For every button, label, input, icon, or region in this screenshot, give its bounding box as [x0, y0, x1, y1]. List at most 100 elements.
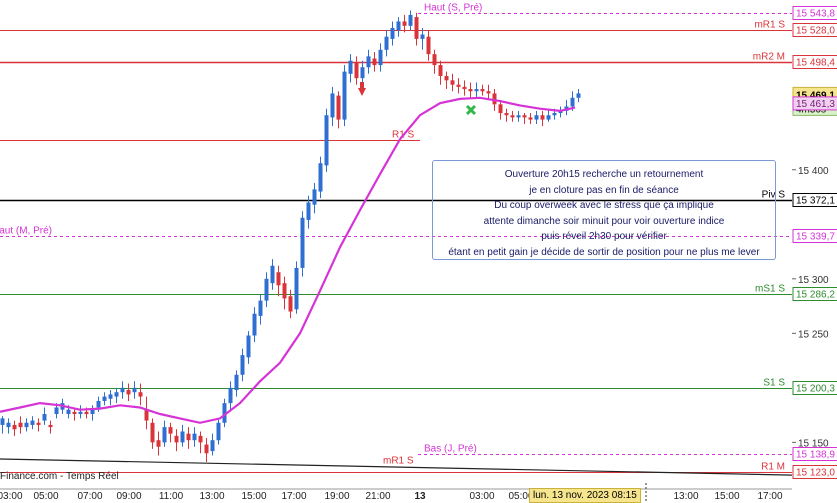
candle[interactable] [366, 49, 371, 74]
candle[interactable] [444, 71, 449, 90]
candle[interactable] [24, 418, 29, 432]
sell-arrow-icon[interactable] [358, 88, 366, 96]
candle[interactable] [432, 49, 437, 74]
annotation-note[interactable]: Ouverture 20h15 recherche un retournemen… [432, 160, 776, 260]
candle[interactable] [390, 21, 395, 46]
candle[interactable] [384, 30, 389, 57]
candle[interactable] [18, 416, 23, 434]
candle[interactable] [294, 261, 299, 314]
candle[interactable] [114, 387, 119, 404]
candle[interactable] [108, 390, 113, 406]
candle[interactable] [168, 422, 173, 443]
candle[interactable] [198, 431, 203, 454]
candle[interactable] [12, 420, 17, 436]
candle[interactable] [150, 418, 155, 449]
candle[interactable] [348, 54, 353, 83]
candle[interactable] [120, 381, 125, 399]
price-box-label: 15 372,1 [796, 196, 835, 207]
candle[interactable] [318, 156, 323, 199]
moving-average-line[interactable] [0, 96, 576, 424]
candle[interactable] [240, 348, 245, 382]
candle[interactable] [354, 56, 359, 85]
candle[interactable] [414, 12, 419, 46]
candle-body [0, 418, 5, 425]
candle[interactable] [138, 383, 143, 406]
candle[interactable] [186, 427, 191, 449]
candle[interactable] [420, 27, 425, 50]
candle[interactable] [144, 396, 149, 430]
candle-body [330, 93, 335, 118]
candle[interactable] [534, 110, 539, 124]
candle[interactable] [438, 60, 443, 85]
candle[interactable] [234, 370, 239, 397]
close-position-cross-icon[interactable] [465, 104, 477, 116]
price-axis[interactable]: 15 400 15 300 15 250 15 150 [792, 0, 837, 489]
candle[interactable] [468, 82, 473, 98]
time-axis[interactable]: 03:00 05:00 07:00 09:00 11:00 13:00 15:00 17:00… [0, 488, 792, 502]
candle[interactable] [252, 307, 257, 343]
candle[interactable] [162, 420, 167, 447]
candle[interactable] [306, 195, 311, 229]
candle[interactable] [498, 99, 503, 120]
candle[interactable] [528, 113, 533, 124]
candle[interactable] [30, 416, 35, 430]
candle[interactable] [378, 43, 383, 72]
candle[interactable] [72, 407, 77, 421]
candle[interactable] [264, 272, 269, 308]
candle[interactable] [408, 10, 413, 31]
candle[interactable] [126, 383, 131, 401]
price-tick-label: 15 150 [798, 438, 829, 449]
candle[interactable] [402, 14, 407, 33]
candle[interactable] [216, 418, 221, 445]
candle[interactable] [42, 407, 47, 425]
candle[interactable] [540, 110, 545, 127]
candle[interactable] [156, 431, 161, 456]
candle[interactable] [516, 110, 521, 122]
candle[interactable] [222, 398, 227, 428]
candle-body [522, 115, 527, 118]
candle[interactable] [6, 418, 11, 434]
candle[interactable] [522, 113, 527, 124]
candle[interactable] [486, 84, 491, 100]
candle[interactable] [330, 86, 335, 127]
candle[interactable] [336, 91, 341, 129]
candle[interactable] [426, 30, 431, 61]
candle[interactable] [450, 73, 455, 92]
candle[interactable] [204, 438, 209, 463]
candle[interactable] [396, 17, 401, 37]
candle[interactable] [300, 211, 305, 277]
candle[interactable] [546, 108, 551, 122]
candle[interactable] [246, 331, 251, 364]
candle[interactable] [90, 405, 95, 421]
candle[interactable] [282, 276, 287, 310]
candle[interactable] [456, 78, 461, 94]
candle[interactable] [462, 80, 467, 96]
trendline[interactable] [0, 458, 837, 477]
candle[interactable] [210, 433, 215, 456]
candle[interactable] [276, 265, 281, 297]
candle[interactable] [192, 427, 197, 447]
candle[interactable] [48, 420, 53, 434]
candle[interactable] [270, 259, 275, 290]
candle[interactable] [180, 424, 185, 447]
candle[interactable] [504, 108, 509, 122]
candle[interactable] [0, 416, 5, 434]
candle[interactable] [342, 65, 347, 127]
candle[interactable] [474, 82, 479, 98]
candle[interactable] [288, 289, 293, 319]
candle[interactable] [228, 381, 233, 410]
candle[interactable] [576, 89, 581, 103]
candle[interactable] [132, 381, 137, 399]
candle[interactable] [312, 182, 317, 214]
candle[interactable] [372, 51, 377, 72]
candle[interactable] [36, 418, 41, 432]
candle[interactable] [258, 294, 263, 325]
candle[interactable] [102, 392, 107, 406]
candle[interactable] [558, 106, 563, 118]
candle[interactable] [324, 108, 329, 172]
candle[interactable] [480, 84, 485, 96]
candle[interactable] [174, 429, 179, 452]
candle[interactable] [78, 405, 83, 419]
candle[interactable] [510, 110, 515, 122]
